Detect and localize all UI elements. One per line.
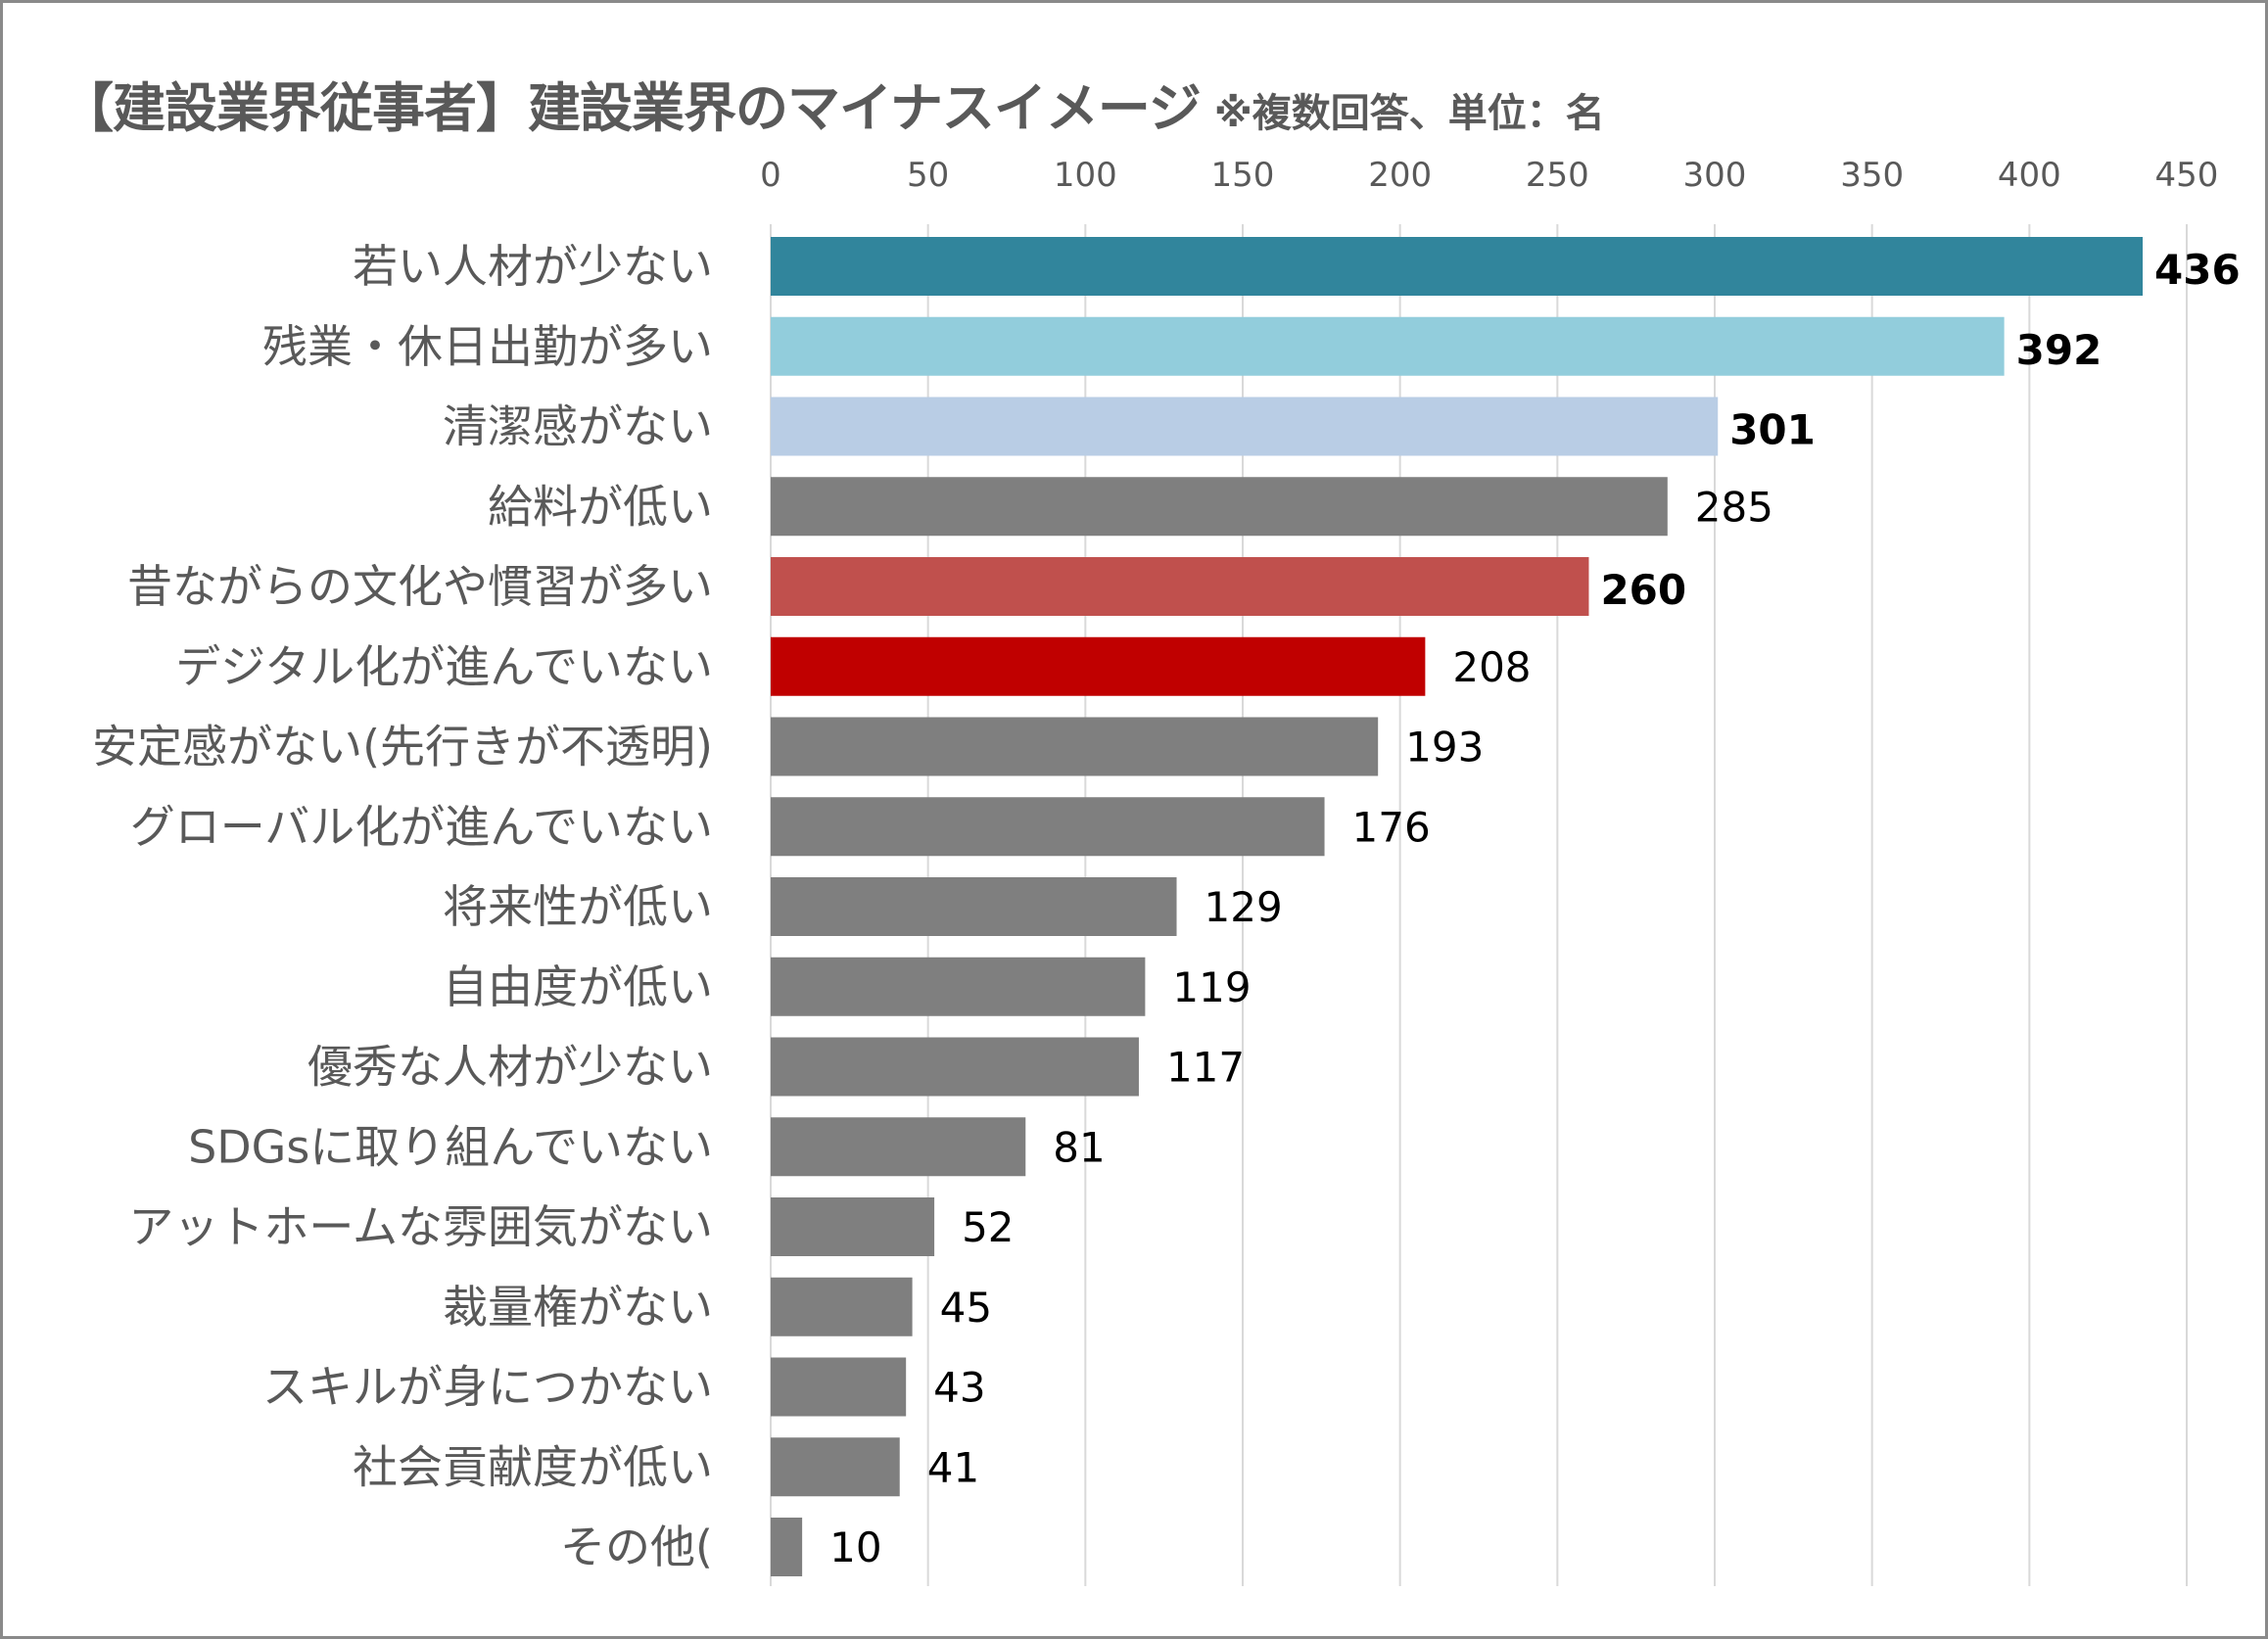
bar [771, 557, 1589, 616]
data-label: 43 [933, 1364, 985, 1412]
category-label: SDGsに取り組んでいない [188, 1120, 713, 1173]
bar [771, 1197, 935, 1256]
data-label: 193 [1405, 724, 1484, 772]
category-label: スキルが身につかない [262, 1361, 713, 1414]
data-label: 285 [1695, 483, 1773, 531]
bar [771, 1117, 1026, 1177]
category-label: 優秀な人材が少ない [307, 1041, 713, 1094]
data-label: 436 [2154, 246, 2241, 294]
category-label: アットホームな雰囲気がない [128, 1200, 713, 1253]
category-label: 残業・休日出勤が多い [262, 320, 713, 373]
bar [771, 636, 1426, 696]
category-label: デジタル化が進んでいない [175, 640, 713, 693]
x-tick-label: 300 [1683, 156, 1747, 195]
category-label: 安定感がない(先行きが不透明) [92, 721, 713, 773]
x-tick-label: 200 [1368, 156, 1432, 195]
x-tick-label: 100 [1054, 156, 1117, 195]
bar [771, 797, 1325, 857]
data-label: 119 [1172, 963, 1251, 1011]
data-label: 81 [1053, 1123, 1105, 1171]
bar [771, 477, 1668, 537]
data-label: 45 [940, 1284, 992, 1332]
data-label: 117 [1166, 1044, 1245, 1092]
chart-subtitle: ※複数回答、単位：名 [1213, 91, 1605, 136]
chart-title: 【建設業界従事者】建設業界のマイナスイメージ [61, 77, 1202, 139]
category-label: 給料が低い [488, 480, 713, 533]
data-label: 41 [927, 1443, 979, 1491]
data-label: 392 [2016, 326, 2103, 374]
data-label: 176 [1352, 803, 1431, 851]
bar [771, 1277, 913, 1336]
x-tick-label: 350 [1840, 156, 1904, 195]
x-tick-label: 450 [2155, 156, 2219, 195]
category-label: 社会貢献度が低い [353, 1440, 713, 1493]
bar [771, 1357, 907, 1417]
bar [771, 1437, 900, 1497]
bar [771, 316, 2005, 376]
bar [771, 237, 2144, 296]
x-tick-label: 0 [760, 156, 781, 195]
bar [771, 1518, 803, 1576]
category-label: 昔ながらの文化や慣習が多い [127, 560, 713, 613]
bar [771, 877, 1177, 936]
category-label: グローバル化が進んでいない [130, 800, 713, 853]
x-tick-label: 150 [1211, 156, 1275, 195]
category-label: 将来性が低い [443, 880, 713, 933]
data-label: 208 [1452, 643, 1531, 691]
x-tick-label: 50 [907, 156, 949, 195]
category-label: 若い人材が少ない [353, 240, 713, 293]
category-label: 自由度が低い [443, 960, 713, 1013]
data-label: 10 [829, 1523, 881, 1571]
bar [771, 397, 1719, 456]
category-label: 裁量権がない [443, 1281, 713, 1334]
chart-title-block: 【建設業界従事者】建設業界のマイナスイメージ ※複数回答、単位：名 [61, 65, 1605, 142]
x-tick-label: 250 [1526, 156, 1589, 195]
data-label: 301 [1729, 406, 1816, 454]
category-label: その他( [560, 1521, 713, 1573]
bar [771, 717, 1379, 776]
data-label: 260 [1600, 566, 1686, 614]
category-label: 清潔感がない [443, 400, 713, 453]
data-label: 129 [1205, 883, 1283, 931]
bar [771, 1037, 1139, 1097]
bar [771, 957, 1146, 1016]
data-label: 52 [962, 1203, 1014, 1251]
x-tick-label: 400 [1998, 156, 2061, 195]
